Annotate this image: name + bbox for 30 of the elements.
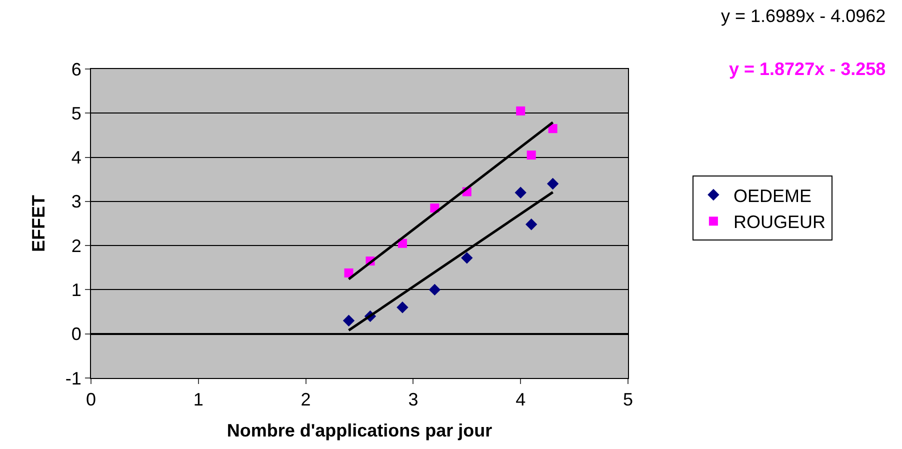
x-tick-label: 2 xyxy=(300,390,311,410)
point xyxy=(526,150,536,160)
legend-label: OEDEME xyxy=(733,186,812,206)
x-tick-label: 3 xyxy=(408,390,418,410)
point xyxy=(516,106,526,116)
text: y = 1.8727x - 3.258 xyxy=(729,59,886,79)
y-tick-label: 5 xyxy=(71,103,82,124)
point xyxy=(525,218,538,230)
x-tick-label: 4 xyxy=(516,390,526,410)
legend-label: ROUGEUR xyxy=(733,212,826,232)
text: y = 1.6989x - 4.0962 xyxy=(721,6,886,26)
y-tick-label: 3 xyxy=(71,192,82,212)
y-tick-label: 1 xyxy=(71,280,82,300)
x-tick-label: 0 xyxy=(86,390,96,410)
y-tick-label: 2 xyxy=(71,236,82,256)
y-axis-title: EFFET xyxy=(28,195,49,252)
point xyxy=(428,284,441,296)
x-tick-label: 1 xyxy=(193,390,204,410)
y-tick-label: -1 xyxy=(65,368,82,388)
y-tick-label: 4 xyxy=(71,148,82,168)
point xyxy=(342,314,355,326)
point xyxy=(396,302,408,314)
y-tick-label: 0 xyxy=(71,324,82,344)
x-tick-label: 5 xyxy=(622,390,634,410)
point xyxy=(514,186,526,198)
point xyxy=(546,178,559,190)
y-tick-label: 6 xyxy=(71,59,82,80)
x-axis-title: Nombre d'applications par jour xyxy=(226,420,492,441)
point xyxy=(548,124,558,134)
point xyxy=(461,252,473,264)
